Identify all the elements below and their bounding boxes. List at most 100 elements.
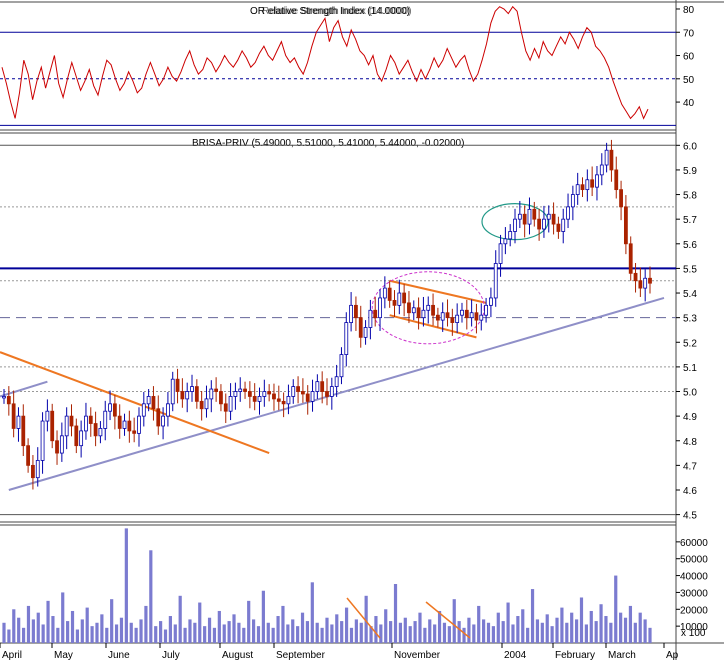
candle-body xyxy=(69,415,74,427)
x-tick-label: July xyxy=(162,650,180,660)
price-panel: BRISA-PRIV (5.49000, 5.51000, 5.41000, 5… xyxy=(0,138,697,522)
volume-bar xyxy=(638,612,642,643)
candle-body xyxy=(108,403,112,412)
volume-bar xyxy=(310,582,314,643)
flag-upper-line xyxy=(389,279,487,304)
candle-body xyxy=(243,388,247,392)
candle-body xyxy=(498,243,503,264)
volume-bar xyxy=(242,627,246,643)
candle-body xyxy=(455,314,460,323)
volume-bar xyxy=(398,622,403,643)
volume-bar xyxy=(535,619,540,643)
candle-body xyxy=(161,415,165,427)
candle-body xyxy=(252,396,257,402)
volume-bar xyxy=(413,621,417,643)
price-tick-5.0: 5.0 xyxy=(683,388,697,399)
rsi-tick-40: 40 xyxy=(683,98,695,109)
candle-body xyxy=(421,309,426,319)
volume-tick-40000: 40000 xyxy=(680,572,708,583)
x-tick-label: February xyxy=(555,650,595,660)
volume-bar xyxy=(477,605,481,643)
volume-bar xyxy=(21,627,26,643)
volume-bar xyxy=(56,627,60,643)
volume-bar xyxy=(482,619,486,643)
candle-body xyxy=(590,179,595,188)
volume-bar xyxy=(579,597,584,643)
price-tick-5.5: 5.5 xyxy=(683,264,697,275)
volume-bar xyxy=(369,626,373,643)
candle-body xyxy=(445,312,450,319)
volume-bar xyxy=(354,619,358,643)
candle-body xyxy=(175,378,180,392)
candle-body xyxy=(117,415,122,429)
price-tick-5.7: 5.7 xyxy=(683,215,697,226)
volume-bar xyxy=(271,627,275,643)
volume-bar xyxy=(506,602,510,643)
volume-bar xyxy=(340,621,344,643)
volume-bar xyxy=(457,621,461,643)
candle-body xyxy=(55,440,59,454)
candle-body xyxy=(373,309,378,319)
candle-body xyxy=(619,189,623,208)
volume-bar xyxy=(105,627,109,643)
rsi-panel: OR elative Strength Index (14.0000) Rela… xyxy=(0,5,695,126)
volume-bar xyxy=(217,610,221,643)
volume-bar xyxy=(496,612,500,643)
volume-bar xyxy=(2,622,6,643)
candle-body xyxy=(79,430,84,447)
rsi-series-line xyxy=(1,5,649,120)
volume-bar xyxy=(237,622,241,643)
candle-body xyxy=(532,208,537,220)
volume-bar xyxy=(7,629,11,643)
price-tick-6.0: 6.0 xyxy=(683,141,697,152)
candle-body xyxy=(556,223,561,232)
volume-bar xyxy=(555,617,559,643)
volume-bar xyxy=(604,616,608,643)
candle-body xyxy=(276,398,281,402)
volume-bar xyxy=(594,621,598,643)
volume-bar xyxy=(266,622,270,643)
price-tick-5.3: 5.3 xyxy=(683,314,697,325)
volume-bar xyxy=(623,617,628,643)
volume-bar xyxy=(521,609,525,643)
volume-bar xyxy=(530,589,535,643)
price-tick-4.5: 4.5 xyxy=(683,511,697,522)
candle-body xyxy=(199,400,204,410)
volume-bar xyxy=(291,619,295,643)
price-tick-4.7: 4.7 xyxy=(683,461,697,472)
volume-bar xyxy=(256,626,261,643)
candle-body xyxy=(112,403,117,417)
volume-bar xyxy=(119,617,124,643)
candle-body xyxy=(291,386,296,397)
candle-body xyxy=(508,231,513,240)
volume-bar xyxy=(100,614,104,643)
candle-body xyxy=(522,213,527,225)
volume-bar xyxy=(286,624,290,643)
volume-bar xyxy=(300,612,305,643)
candle-body xyxy=(204,398,209,410)
volume-bar xyxy=(384,609,388,643)
candle-body xyxy=(623,206,628,245)
candle-body xyxy=(59,435,64,454)
candle-body xyxy=(223,403,228,412)
short-trendline xyxy=(0,380,48,398)
volume-bar xyxy=(501,621,505,643)
volume-bar xyxy=(374,616,378,643)
candle-body xyxy=(272,393,276,400)
volume-tick-50000: 50000 xyxy=(680,555,708,566)
volume-bar xyxy=(124,528,128,643)
candle-body xyxy=(435,314,440,321)
candle-body xyxy=(609,149,614,171)
rsi-tick-80: 80 xyxy=(683,5,695,16)
candle-body xyxy=(16,415,21,429)
candle-body xyxy=(88,415,93,424)
candle-body xyxy=(166,403,170,417)
x-tick-label: November xyxy=(394,650,441,660)
candle-body xyxy=(479,314,484,321)
volume-bar xyxy=(12,609,16,643)
volume-bar xyxy=(526,627,530,643)
volume-bar xyxy=(452,599,456,643)
volume-bar xyxy=(428,619,432,643)
candle-body xyxy=(122,420,127,429)
candle-body xyxy=(411,307,416,314)
